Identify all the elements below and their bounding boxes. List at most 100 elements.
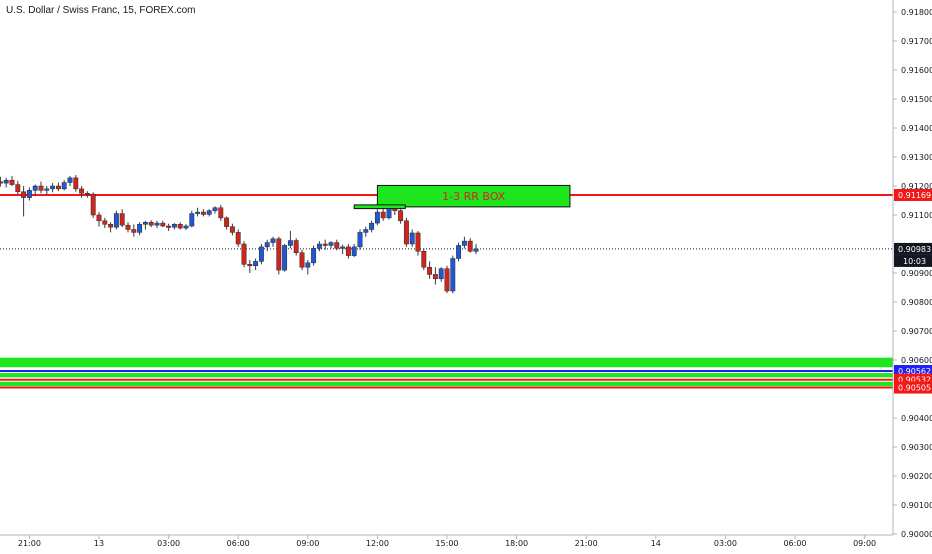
candle-body xyxy=(305,262,311,268)
price-tick-label: 0.90700 xyxy=(901,327,932,336)
candle-body xyxy=(177,224,183,229)
rr-box[interactable] xyxy=(376,184,571,208)
price-axis-label-bg xyxy=(894,242,932,255)
candle-body xyxy=(380,211,386,219)
demand-zone xyxy=(0,381,893,387)
candle-body xyxy=(160,222,166,227)
candle-body xyxy=(276,238,282,271)
price-axis-label-text: 0.90983 xyxy=(898,245,931,254)
candle-body xyxy=(270,238,276,243)
candle-body xyxy=(84,193,90,195)
price-tick-label: 0.91100 xyxy=(901,211,932,220)
price-axis-label-bg xyxy=(894,381,932,394)
candle-body xyxy=(38,185,44,191)
candle-body xyxy=(15,184,21,193)
price-axis-label-text: 0.90532 xyxy=(898,376,931,385)
candle-body xyxy=(311,248,317,264)
candle-body xyxy=(154,222,160,226)
candle-body xyxy=(282,245,288,271)
price-axis-label-text: 0.90505 xyxy=(898,384,931,393)
candle-body xyxy=(293,240,299,253)
price-tick-label: 0.90100 xyxy=(901,501,932,510)
candle-body xyxy=(229,226,235,233)
candle-body xyxy=(3,179,9,184)
entry-box[interactable] xyxy=(353,204,406,210)
candle-body xyxy=(90,193,96,216)
candle-body xyxy=(450,258,456,292)
time-tick-label: 14 xyxy=(651,539,661,548)
candle-body xyxy=(131,229,137,233)
candle-body xyxy=(328,242,334,246)
candle-body xyxy=(467,240,473,252)
candle-body xyxy=(102,220,108,225)
candle-body xyxy=(322,243,328,246)
price-tick-label: 0.90400 xyxy=(901,414,932,423)
candle-body xyxy=(247,264,253,267)
price-tick-label: 0.91200 xyxy=(901,182,932,191)
price-tick-label: 0.91600 xyxy=(901,66,932,75)
time-tick-label: 18:00 xyxy=(505,539,528,548)
time-tick-label: 21:00 xyxy=(18,539,41,548)
candle-body xyxy=(113,213,119,228)
time-tick-label: 09:00 xyxy=(853,539,876,548)
price-tick-label: 0.91300 xyxy=(901,153,932,162)
candle-body xyxy=(44,188,50,191)
candle-body xyxy=(287,240,293,246)
chart-title: U.S. Dollar / Swiss Franc, 15, FOREX.com xyxy=(6,5,196,16)
candle-body xyxy=(21,191,27,198)
time-tick-label: 12:00 xyxy=(366,539,389,548)
candle-body xyxy=(224,217,230,227)
candle-body xyxy=(61,182,67,190)
candle-body xyxy=(206,210,212,215)
price-axis-label[interactable]: 0.90983 10:03 xyxy=(894,242,932,267)
candle-body xyxy=(345,246,351,256)
price-axis-label-text: 0.91169 xyxy=(898,191,931,200)
candle-body xyxy=(340,246,346,249)
candle-body xyxy=(96,214,102,222)
candle-body xyxy=(73,177,79,190)
candle-body xyxy=(398,210,404,222)
price-axis-label-text: 0.90562 xyxy=(898,367,931,376)
candle-body xyxy=(26,190,32,198)
countdown-label-bg xyxy=(894,254,932,267)
candle-body xyxy=(438,268,444,280)
rr-box-label: 1-3 RR BOX xyxy=(442,190,506,203)
price-tick-label: 0.91800 xyxy=(901,8,932,17)
price-tick-label: 0.90300 xyxy=(901,443,932,452)
candle-body xyxy=(142,222,148,225)
candle-body xyxy=(473,248,479,252)
candle-body xyxy=(299,252,305,268)
price-tick-label: 0.90200 xyxy=(901,472,932,481)
time-tick-label: 09:00 xyxy=(296,539,319,548)
candle-body xyxy=(183,225,189,229)
candle-body xyxy=(119,213,125,226)
time-tick-label: 15:00 xyxy=(435,539,458,548)
price-tick-label: 0.90900 xyxy=(901,269,932,278)
candle-body xyxy=(421,251,427,268)
candle-body xyxy=(409,232,415,245)
candle-body xyxy=(32,185,38,191)
candle-body xyxy=(171,224,177,228)
price-tick-label: 0.90600 xyxy=(901,356,932,365)
price-tick-label: 0.90800 xyxy=(901,298,932,307)
candle-body xyxy=(456,245,462,259)
candle-body xyxy=(148,222,154,226)
candle-body xyxy=(253,261,259,266)
demand-zone xyxy=(0,357,893,368)
candle-body xyxy=(415,232,421,252)
time-tick-label: 21:00 xyxy=(575,539,598,548)
candle-body xyxy=(374,211,380,224)
candle-body xyxy=(241,243,247,265)
price-axis-label[interactable]: 0.90505 xyxy=(894,381,932,394)
candle-body xyxy=(316,243,322,249)
candle-body xyxy=(200,211,206,215)
candle-body xyxy=(461,240,467,246)
candle-body xyxy=(264,242,270,248)
price-axis-label[interactable]: 0.91169 xyxy=(894,188,932,201)
candle-body xyxy=(403,220,409,245)
time-tick-label: 06:00 xyxy=(227,539,250,548)
price-tick-label: 0.90000 xyxy=(901,530,932,539)
candle-body xyxy=(0,181,3,184)
candle-body xyxy=(363,229,369,233)
